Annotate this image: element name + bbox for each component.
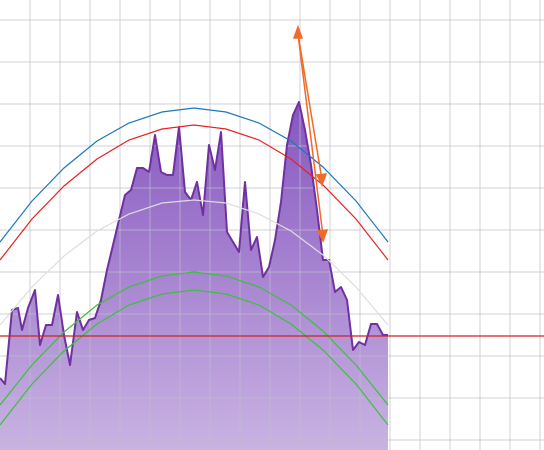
line (0, 124, 389, 261)
line (0, 107, 389, 243)
arrow-line (297, 33, 323, 181)
area-fill (0, 102, 388, 450)
line (0, 289, 389, 426)
annotation-arrows (292, 24, 329, 243)
line-layer (0, 101, 544, 426)
arrow-head (315, 173, 328, 187)
area-layer (0, 102, 388, 450)
line (0, 271, 389, 406)
arrow-head (292, 24, 304, 39)
arrow-head (316, 229, 329, 243)
arrow-line (297, 33, 324, 237)
area-line (0, 101, 388, 385)
line (0, 199, 389, 326)
